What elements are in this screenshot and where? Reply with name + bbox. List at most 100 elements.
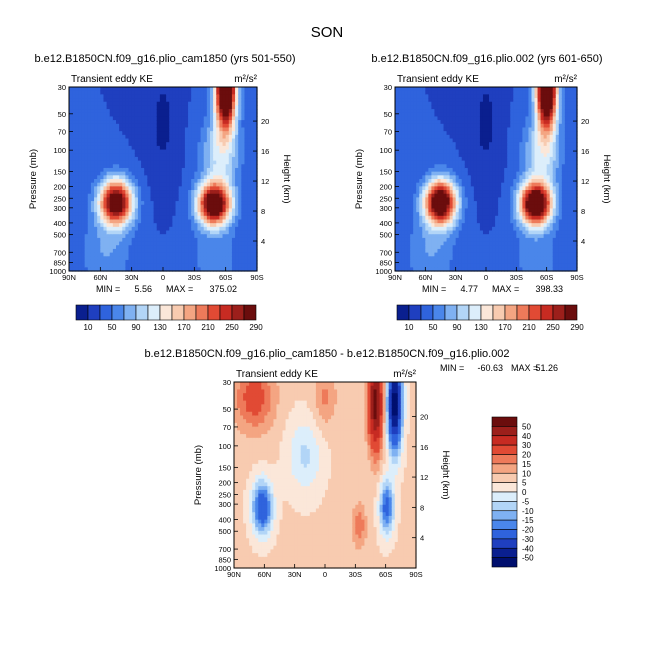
heatmap-cell bbox=[464, 145, 469, 151]
heatmap-cell bbox=[446, 134, 451, 140]
heatmap-cell bbox=[482, 98, 487, 103]
heatmap-cell bbox=[404, 208, 408, 213]
heatmap-cell bbox=[97, 234, 101, 239]
heatmap-cell bbox=[425, 131, 429, 136]
heatmap-cell bbox=[422, 263, 426, 268]
heatmap-cell bbox=[250, 123, 255, 129]
heatmap-cell bbox=[153, 138, 158, 143]
heatmap-cell bbox=[87, 112, 92, 118]
heatmap-cell bbox=[235, 171, 239, 176]
heatmap-cell bbox=[404, 164, 408, 169]
heatmap-cell bbox=[188, 204, 192, 210]
heatmap-cell bbox=[191, 186, 195, 191]
heatmap-cell bbox=[498, 112, 502, 118]
heatmap-cell bbox=[206, 212, 211, 217]
heatmap-cell bbox=[247, 123, 252, 129]
heatmap-cell bbox=[440, 171, 445, 176]
heatmap-cell bbox=[479, 263, 484, 268]
heatmap-cell bbox=[169, 101, 173, 106]
heatmap-cell bbox=[203, 98, 208, 103]
heatmap-cell bbox=[398, 131, 402, 136]
heatmap-cell bbox=[425, 87, 429, 92]
heatmap-cell bbox=[181, 248, 186, 254]
heatmap-cell bbox=[443, 197, 448, 202]
heatmap-cell bbox=[144, 90, 148, 95]
heatmap-cell bbox=[404, 179, 408, 184]
heatmap-cell bbox=[504, 241, 508, 246]
heatmap-cell bbox=[395, 149, 399, 154]
heatmap-cell bbox=[401, 263, 405, 268]
heatmap-cell bbox=[103, 245, 108, 250]
heatmap-cell bbox=[449, 256, 454, 261]
heatmap-cell bbox=[473, 182, 478, 187]
heatmap-cell bbox=[134, 90, 139, 95]
heatmap-cell bbox=[244, 164, 249, 169]
heatmap-cell bbox=[449, 94, 454, 99]
heatmap-cell bbox=[222, 167, 227, 173]
heatmap-cell bbox=[141, 237, 145, 243]
heatmap-cell bbox=[253, 142, 258, 147]
heatmap-cell bbox=[504, 208, 508, 213]
heatmap-cell bbox=[473, 179, 478, 184]
heatmap-cell bbox=[428, 263, 432, 268]
heatmap-cell bbox=[84, 237, 89, 243]
heatmap-cell bbox=[401, 153, 405, 158]
heatmap-cell bbox=[206, 116, 211, 121]
heatmap-cell bbox=[134, 109, 139, 114]
heatmap-cell bbox=[455, 94, 460, 99]
heatmap-cell bbox=[410, 112, 414, 118]
heatmap-cell bbox=[181, 145, 186, 151]
heatmap-cell bbox=[398, 138, 402, 143]
heatmap-cell bbox=[184, 109, 189, 114]
heatmap-cell bbox=[191, 145, 195, 151]
heatmap-cell bbox=[470, 153, 475, 158]
heatmap-cell bbox=[163, 90, 167, 95]
heatmap-cell bbox=[501, 263, 505, 268]
heatmap-cell bbox=[156, 145, 161, 151]
heatmap-cell bbox=[244, 248, 249, 254]
heatmap-cell bbox=[90, 182, 95, 187]
heatmap-cell bbox=[197, 142, 202, 147]
heatmap-cell bbox=[81, 134, 86, 140]
heatmap-cell bbox=[184, 112, 189, 118]
heatmap-cell bbox=[216, 267, 220, 272]
heatmap-cell bbox=[419, 94, 423, 99]
heatmap-cell bbox=[103, 223, 108, 228]
heatmap-cell bbox=[178, 101, 183, 106]
heatmap-cell bbox=[437, 98, 442, 103]
heatmap-cell bbox=[103, 101, 108, 106]
heatmap-cell bbox=[103, 145, 108, 151]
heatmap-cell bbox=[216, 112, 220, 118]
heatmap-cell bbox=[446, 212, 451, 217]
heatmap-cell bbox=[200, 248, 205, 254]
heatmap-cell bbox=[216, 201, 220, 206]
heatmap-cell bbox=[482, 197, 487, 202]
heatmap-cell bbox=[486, 267, 490, 272]
heatmap-cell bbox=[455, 98, 460, 103]
heatmap-cell bbox=[103, 123, 108, 129]
heatmap-cell bbox=[464, 112, 469, 118]
heatmap-cell bbox=[166, 245, 170, 250]
heatmap-cell bbox=[116, 153, 120, 158]
heatmap-cell bbox=[94, 167, 98, 173]
heatmap-cell bbox=[495, 204, 499, 210]
heatmap-cell bbox=[413, 116, 417, 121]
heatmap-cell bbox=[69, 167, 73, 173]
heatmap-cell bbox=[137, 94, 142, 99]
heatmap-cell bbox=[504, 256, 508, 261]
heatmap-cell bbox=[97, 193, 101, 198]
heatmap-cell bbox=[169, 259, 173, 265]
heatmap-cell bbox=[482, 94, 487, 99]
heatmap-cell bbox=[125, 190, 130, 195]
heatmap-cell bbox=[134, 156, 139, 162]
heatmap-cell bbox=[153, 94, 158, 99]
heatmap-cell bbox=[144, 263, 148, 268]
heatmap-cell bbox=[476, 171, 481, 176]
heatmap-cell bbox=[410, 109, 414, 114]
heatmap-cell bbox=[100, 212, 105, 217]
heatmap-cell bbox=[119, 241, 123, 246]
heatmap-cell bbox=[440, 153, 445, 158]
heatmap-cell bbox=[137, 98, 142, 103]
heatmap-cell bbox=[100, 98, 105, 103]
heatmap-cell bbox=[119, 267, 123, 272]
